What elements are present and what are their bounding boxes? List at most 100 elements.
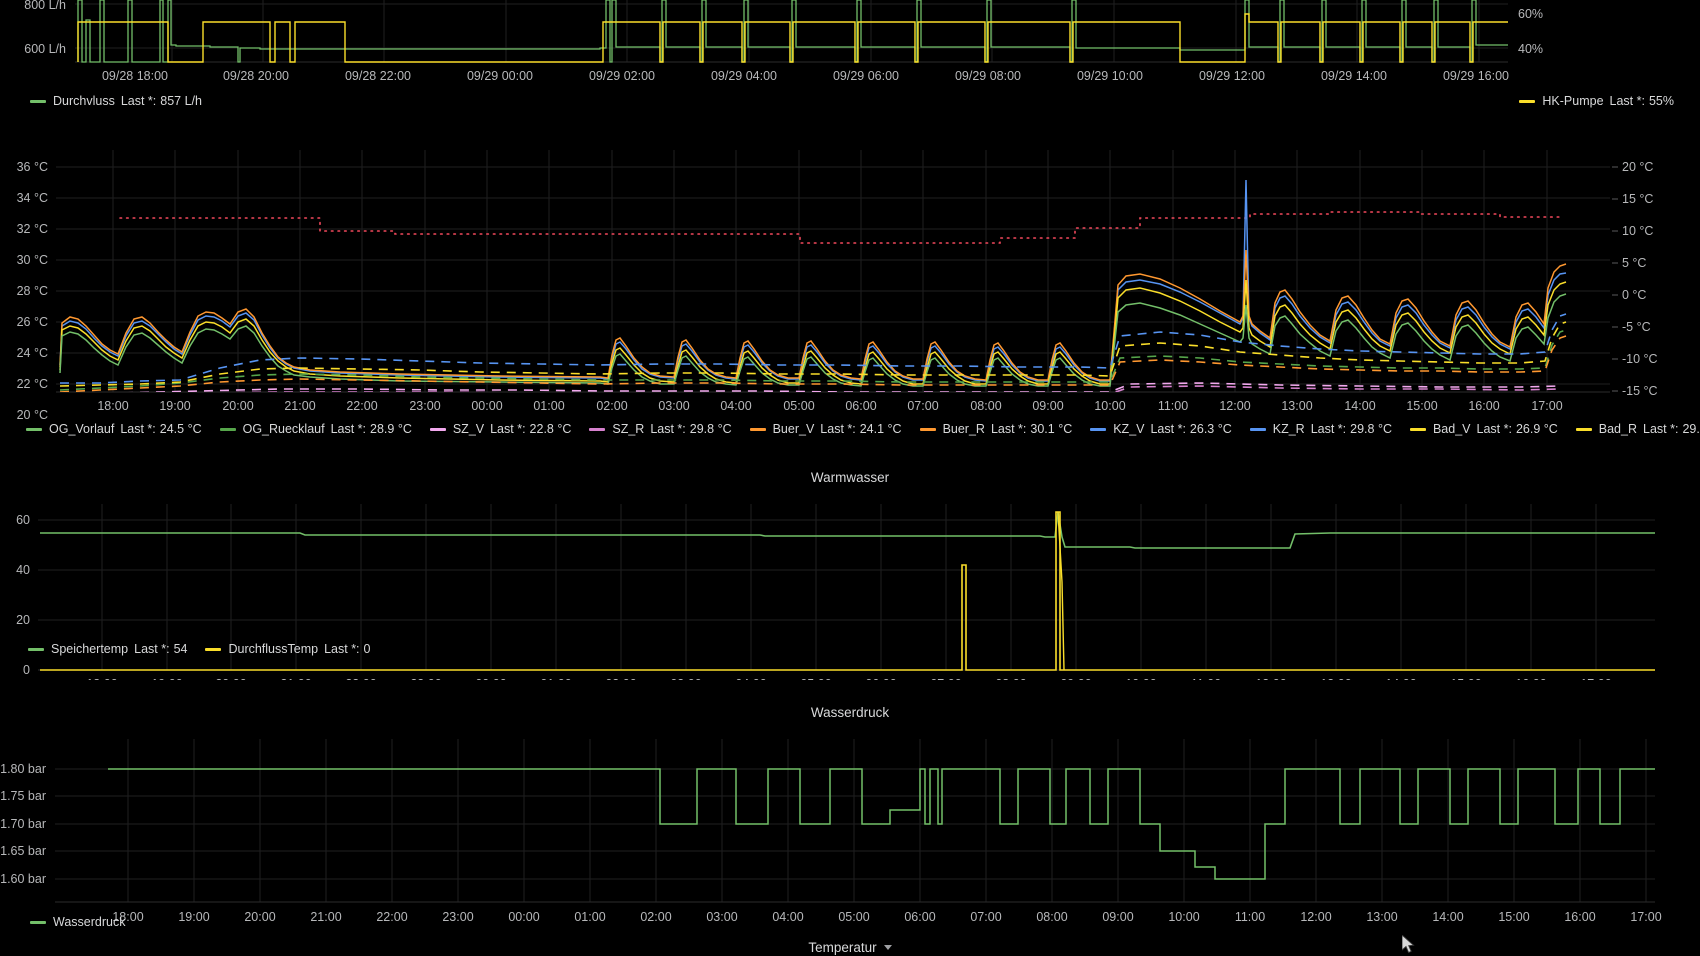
legend-label-hk-pumpe: HK-Pumpe — [1542, 94, 1604, 108]
svg-text:09/28 18:00: 09/28 18:00 — [102, 69, 168, 83]
svg-text:02:00: 02:00 — [605, 677, 636, 680]
series-bad-v — [59, 279, 1567, 385]
legend-swatch-sz-r — [589, 427, 606, 431]
legend-label-bad-r: Bad_R — [1598, 422, 1637, 436]
svg-text:09/29 04:00: 09/29 04:00 — [711, 69, 777, 83]
svg-text:00:00: 00:00 — [475, 677, 506, 680]
svg-text:06:00: 06:00 — [904, 910, 935, 924]
svg-text:09:00: 09:00 — [1102, 910, 1133, 924]
svg-text:32 °C: 32 °C — [17, 222, 48, 236]
legend-last-value-og-vorlauf: 24.5 °C — [159, 422, 202, 436]
legend-last-value-durchflusstemp: 0 — [363, 642, 371, 656]
legend-last-label-hk-pumpe: Last *: — [1609, 94, 1645, 108]
svg-text:20 °C: 20 °C — [1622, 160, 1653, 174]
temperatur-plot: 36 °C 34 °C 32 °C 30 °C 28 °C 26 °C 24 °… — [17, 150, 1658, 420]
svg-text:04:00: 04:00 — [735, 677, 766, 680]
legend-item-og-vorlauf[interactable]: OG_Vorlauf Last *: 24.5 °C — [26, 422, 202, 436]
series-sz-v — [127, 382, 1561, 392]
legend-item-speichertemp[interactable]: Speichertemp Last *: 54 — [28, 642, 187, 656]
svg-text:20: 20 — [16, 613, 30, 627]
legend-item-bad-r[interactable]: Bad_R Last *: 29.4 °C — [1575, 422, 1700, 436]
legend-last-value-buer-r: 30.1 °C — [1030, 422, 1073, 436]
svg-text:23:00: 23:00 — [409, 399, 440, 413]
warmwasser-plot: 60 40 20 0 18:00 19:00 20:00 21:00 22:00… — [16, 504, 1655, 680]
svg-text:09/29 10:00: 09/29 10:00 — [1077, 69, 1143, 83]
series-aussentemp — [119, 211, 1561, 244]
svg-text:23:00: 23:00 — [442, 910, 473, 924]
svg-text:14:00: 14:00 — [1385, 677, 1416, 680]
legend-label-sz-r: SZ_R — [612, 422, 645, 436]
svg-text:1.60 bar: 1.60 bar — [0, 872, 46, 886]
svg-text:08:00: 08:00 — [1036, 910, 1067, 924]
legend-swatch-hk-pumpe — [1519, 99, 1536, 103]
legend-last-value-kz-v: 26.3 °C — [1189, 422, 1232, 436]
svg-text:1.75 bar: 1.75 bar — [0, 789, 46, 803]
svg-text:1.80 bar: 1.80 bar — [0, 762, 46, 776]
svg-text:1.65 bar: 1.65 bar — [0, 844, 46, 858]
panel-warmwasser: Warmwasser — [0, 470, 1700, 685]
legend-item-buer-v[interactable]: Buer_V Last *: 24.1 °C — [749, 422, 902, 436]
legend-swatch-durchflusstemp — [205, 647, 222, 651]
legend-last-value-sz-r: 29.8 °C — [689, 422, 732, 436]
svg-text:12:00: 12:00 — [1219, 399, 1250, 413]
svg-text:10:00: 10:00 — [1168, 910, 1199, 924]
svg-text:21:00: 21:00 — [280, 677, 311, 680]
svg-text:14:00: 14:00 — [1432, 910, 1463, 924]
svg-text:02:00: 02:00 — [596, 399, 627, 413]
svg-text:09:00: 09:00 — [1060, 677, 1091, 680]
series-sz-r — [215, 385, 1561, 392]
legend-label-sz-v: SZ_V — [452, 422, 485, 436]
svg-text:02:00: 02:00 — [640, 910, 671, 924]
svg-text:0 °C: 0 °C — [1622, 288, 1646, 302]
svg-text:26 °C: 26 °C — [17, 315, 48, 329]
svg-text:09:00: 09:00 — [1032, 399, 1063, 413]
legend-item-bad-v[interactable]: Bad_V Last *: 26.9 °C — [1409, 422, 1558, 436]
legend-item-kz-v[interactable]: KZ_V Last *: 26.3 °C — [1090, 422, 1232, 436]
svg-text:21:00: 21:00 — [284, 399, 315, 413]
legend-wasserdruck: Wasserdruck — [30, 915, 149, 929]
legend-item-kz-r[interactable]: KZ_R Last *: 29.8 °C — [1249, 422, 1392, 436]
svg-text:11:00: 11:00 — [1158, 399, 1188, 413]
legend-item-durchvluss[interactable]: Durchvluss Last *: 857 L/h — [30, 94, 202, 108]
series-kz-r — [60, 313, 1567, 384]
series-og-ruecklauf — [59, 329, 1567, 391]
svg-text:28 °C: 28 °C — [17, 284, 48, 298]
svg-text:18:00: 18:00 — [86, 677, 117, 680]
row-header-temperatur[interactable]: Temperatur — [0, 940, 1700, 955]
svg-text:03:00: 03:00 — [670, 677, 701, 680]
svg-text:17:00: 17:00 — [1580, 677, 1611, 680]
legend-label-kz-r: KZ_R — [1272, 422, 1305, 436]
legend-item-sz-r[interactable]: SZ_R Last *: 29.8 °C — [589, 422, 732, 436]
legend-item-sz-v[interactable]: SZ_V Last *: 22.8 °C — [429, 422, 571, 436]
legend-item-wasserdruck[interactable]: Wasserdruck — [30, 915, 131, 929]
svg-text:09/28 20:00: 09/28 20:00 — [223, 69, 289, 83]
legend-item-og-ruecklauf[interactable]: OG_Ruecklauf Last *: 28.9 °C — [219, 422, 412, 436]
svg-text:10:00: 10:00 — [1125, 677, 1156, 680]
svg-text:22:00: 22:00 — [345, 677, 376, 680]
series-speichertemp — [40, 511, 1655, 549]
legend-swatch-buer-r — [919, 427, 936, 431]
svg-text:5 °C: 5 °C — [1622, 256, 1646, 270]
svg-text:18:00: 18:00 — [112, 910, 143, 924]
legend-last-label-og-ruecklauf: Last *: — [330, 422, 367, 436]
legend-last-label-bad-r: Last *: — [1643, 422, 1679, 436]
legend-item-buer-r[interactable]: Buer_R Last *: 30.1 °C — [919, 422, 1073, 436]
svg-text:05:00: 05:00 — [800, 677, 831, 680]
legend-item-durchflusstemp[interactable]: DurchflussTemp Last *: 0 — [205, 642, 370, 656]
svg-text:19:00: 19:00 — [159, 399, 190, 413]
svg-text:15:00: 15:00 — [1406, 399, 1437, 413]
svg-text:1.70 bar: 1.70 bar — [0, 817, 46, 831]
series-buer-v — [59, 249, 1567, 381]
series-buer-r — [59, 335, 1567, 392]
svg-text:08:00: 08:00 — [970, 399, 1001, 413]
legend-item-hk-pumpe[interactable]: HK-Pumpe Last *: 55% — [1519, 94, 1674, 108]
legend-label-bad-v: Bad_V — [1432, 422, 1471, 436]
svg-text:15 °C: 15 °C — [1622, 192, 1653, 206]
svg-text:07:00: 07:00 — [930, 677, 961, 680]
durchfluss-plot: 800 L/h 600 L/h 60% 40% 09/28 18:00 09/2… — [24, 0, 1543, 83]
svg-text:01:00: 01:00 — [540, 677, 571, 680]
panel-title-wasserdruck: Wasserdruck — [810, 705, 890, 720]
legend-swatch-kz-v — [1090, 427, 1107, 431]
svg-text:16:00: 16:00 — [1468, 399, 1499, 413]
svg-text:60%: 60% — [1518, 7, 1543, 21]
